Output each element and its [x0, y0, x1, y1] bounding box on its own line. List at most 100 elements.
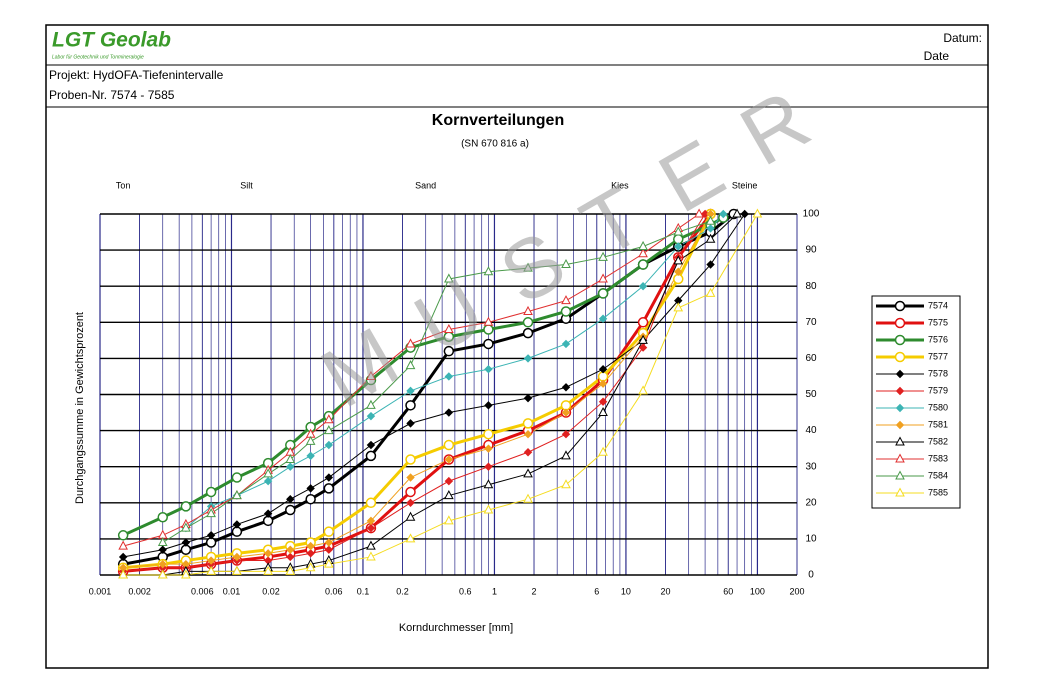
point — [561, 339, 571, 349]
point — [405, 400, 416, 411]
point — [637, 259, 649, 270]
point — [598, 273, 608, 283]
point — [483, 316, 494, 326]
point — [157, 569, 168, 579]
point — [706, 224, 715, 233]
point — [263, 509, 273, 518]
legend-label: 7574 — [928, 300, 948, 310]
legend-label: 7584 — [928, 470, 948, 480]
point — [522, 418, 534, 429]
point — [673, 302, 684, 312]
point — [523, 393, 533, 403]
point — [306, 541, 315, 551]
zone-label: Steine — [732, 180, 758, 190]
legend-label: 7576 — [928, 334, 948, 344]
point — [740, 209, 749, 219]
point — [181, 522, 191, 532]
point — [523, 305, 533, 315]
point — [405, 360, 416, 370]
point — [444, 273, 454, 283]
point — [483, 504, 494, 514]
page-frame — [45, 24, 989, 669]
y-tick-label: 50 — [805, 389, 817, 400]
point — [598, 406, 608, 417]
point — [263, 549, 273, 558]
point — [694, 208, 704, 218]
series-line — [123, 213, 758, 576]
point — [597, 288, 609, 299]
point — [285, 453, 296, 463]
point — [306, 484, 315, 493]
point — [286, 552, 295, 562]
chart-subtitle: (SN 670 816 a) — [461, 139, 529, 150]
sample-numbers: Proben-Nr. 7574 - 7585 — [49, 88, 175, 102]
logo-subtitle: Labor für Geotechnik und Tonmineralogie — [52, 54, 144, 60]
point — [324, 538, 334, 547]
point — [444, 372, 454, 381]
point — [205, 486, 217, 498]
point — [323, 558, 334, 568]
point — [561, 408, 571, 417]
series-line — [123, 213, 746, 558]
point — [561, 479, 571, 489]
point — [305, 562, 316, 572]
legend-label: 7581 — [928, 419, 948, 429]
legend-marker — [895, 403, 905, 413]
point — [181, 538, 191, 547]
project-name: Projekt: HydOFA-Tiefenintervalle — [49, 68, 224, 82]
point — [306, 549, 315, 558]
point — [406, 473, 415, 482]
point — [561, 383, 571, 392]
point — [365, 450, 377, 462]
point — [405, 338, 416, 348]
point — [638, 248, 648, 258]
point — [366, 370, 376, 380]
y-tick-label: 0 — [808, 570, 814, 581]
point — [561, 258, 571, 269]
point — [560, 306, 572, 317]
point — [637, 317, 649, 328]
point — [483, 338, 494, 350]
legend-label: 7575 — [928, 317, 948, 327]
y-tick-label: 100 — [803, 209, 820, 220]
point — [232, 552, 242, 562]
watermark: MUSTER — [306, 53, 858, 426]
point — [365, 497, 377, 509]
y-tick-label: 40 — [805, 425, 817, 436]
y-tick-label: 80 — [805, 281, 817, 292]
point — [286, 545, 295, 554]
point — [231, 472, 243, 483]
legend-label: 7583 — [928, 453, 948, 463]
point — [263, 565, 273, 575]
point — [523, 354, 533, 363]
point — [206, 556, 216, 565]
y-tick-label: 20 — [805, 497, 817, 508]
point — [598, 365, 608, 374]
point — [323, 414, 334, 424]
x-tick-label: 0.01 — [223, 586, 241, 596]
x-tick-label: 2 — [532, 586, 537, 596]
x-tick-label: 0.06 — [325, 586, 343, 596]
x-tick-label: 100 — [750, 586, 765, 596]
x-tick-label: 200 — [789, 586, 804, 596]
legend-label: 7578 — [928, 368, 948, 378]
point — [286, 462, 295, 471]
point — [484, 462, 493, 471]
legend-label: 7580 — [928, 402, 948, 412]
point — [561, 430, 571, 439]
legend-marker — [895, 487, 905, 497]
plot: 0.001 0.002 0.006 0.01 0.02 0.06 0.1 0.2 0.6 1 2 6 1… — [89, 180, 961, 596]
point — [674, 267, 683, 276]
legend-label: 7585 — [928, 487, 948, 497]
point — [444, 455, 454, 464]
point — [405, 454, 416, 465]
point — [523, 448, 533, 457]
point — [232, 490, 242, 500]
point — [732, 208, 742, 218]
point — [705, 215, 716, 225]
point — [444, 323, 454, 334]
legend-marker — [895, 436, 905, 446]
x-tick-label: 0.02 — [262, 586, 280, 596]
point — [406, 386, 415, 396]
